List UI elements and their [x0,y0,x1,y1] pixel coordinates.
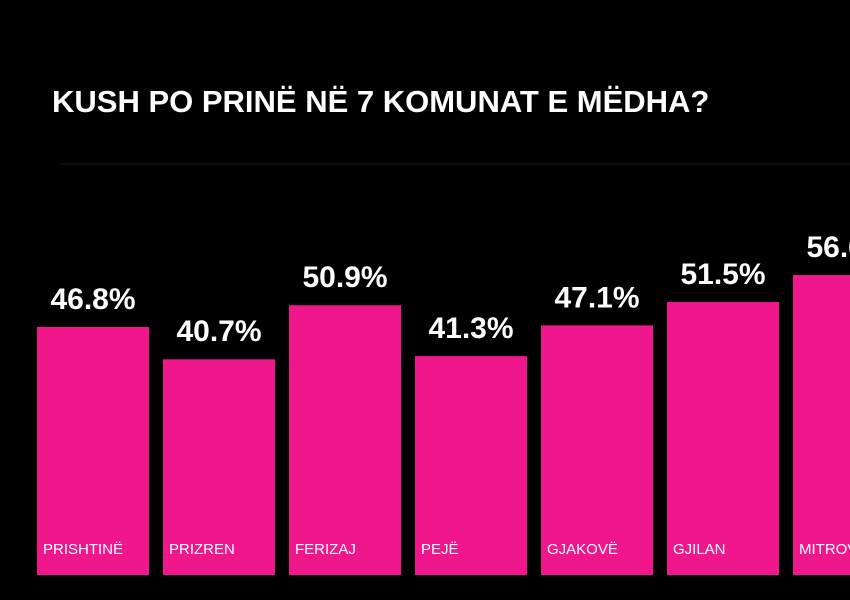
bar [289,305,401,575]
bar [667,302,779,575]
category-label: GJILAN [673,541,726,558]
bar [541,325,653,575]
value-label: 50.9% [302,261,387,294]
category-label: PRISHTINË [43,541,123,558]
value-label: 46.8% [50,283,135,316]
category-label: GJAKOVË [547,541,618,558]
bar [415,356,527,575]
bar [163,359,275,575]
value-label: 47.1% [554,281,639,314]
category-label: PRIZREN [169,541,235,558]
value-label: 41.3% [428,312,513,345]
value-label: 56.6% [806,231,850,264]
chart-title: KUSH PO PRINË NË 7 KOMUNAT E MËDHA? [52,84,709,119]
bar [37,326,149,575]
category-label: FERIZAJ [295,541,356,558]
category-label: PEJË [421,541,459,558]
bar [793,275,850,575]
category-label: MITROVICË [799,541,850,558]
value-label: 51.5% [680,258,765,291]
value-label: 40.7% [176,315,261,348]
